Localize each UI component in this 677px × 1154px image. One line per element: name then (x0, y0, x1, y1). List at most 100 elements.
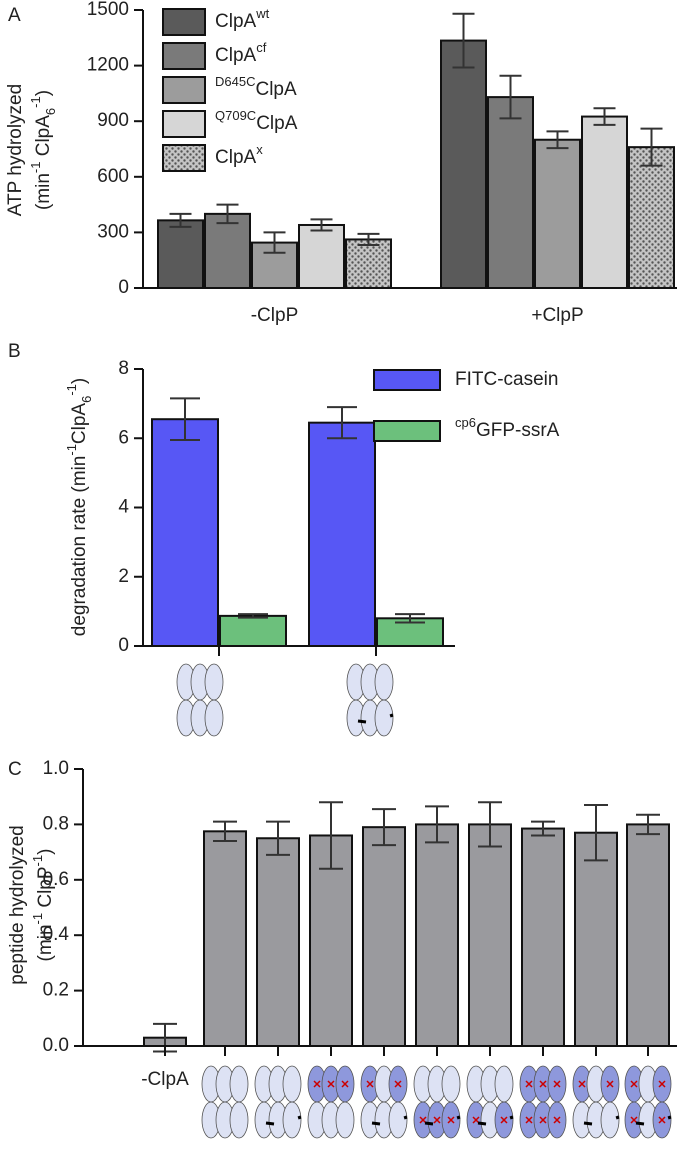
error-bar (170, 397, 200, 441)
peptide-mark (615, 1115, 620, 1120)
subunit (282, 1065, 302, 1103)
legend-label: ClpAwt (215, 6, 270, 32)
subunit (204, 699, 224, 737)
text-segment: ClpA (215, 45, 257, 66)
bar (628, 146, 675, 289)
y-tick-label: 600 (97, 166, 129, 187)
text-segment: ClpP (35, 866, 56, 912)
subunit (374, 699, 394, 737)
mark-x (630, 1080, 638, 1088)
error-bar (395, 613, 425, 624)
complex-icon (572, 1065, 620, 1139)
text-segment: wt (255, 6, 269, 21)
x-tick-label: +ClpP (531, 305, 583, 326)
error-bar (319, 801, 343, 870)
y-tick-label: 1500 (87, 0, 129, 20)
complex-icon (519, 1065, 567, 1139)
mark-x (366, 1080, 374, 1088)
bar (151, 418, 219, 647)
y-axis-label: ATP hydrolyzed (5, 84, 26, 216)
error-bar (531, 820, 555, 837)
y-tick-label: 900 (97, 110, 129, 131)
mark-x (313, 1080, 321, 1088)
x-tick-label: -ClpP (251, 305, 299, 326)
mark-x (606, 1080, 614, 1088)
error-bar (584, 804, 608, 862)
complex-icon (466, 1065, 514, 1139)
mark-x (578, 1080, 586, 1088)
error-bar (213, 820, 237, 843)
mark-x (500, 1116, 508, 1124)
error-bar (546, 130, 569, 150)
legend-swatch (162, 144, 206, 172)
text-segment: FITC-casein (455, 369, 558, 390)
text-segment: x (256, 142, 263, 157)
error-bar (216, 203, 239, 225)
bar (345, 238, 392, 290)
legend-swatch (162, 42, 206, 70)
peptide-mark (583, 1121, 593, 1126)
bar (362, 826, 406, 1047)
text-segment: -1 (64, 384, 79, 396)
legend-swatch (162, 76, 206, 104)
bar (415, 823, 459, 1048)
subunit (494, 1065, 514, 1103)
bar (256, 837, 300, 1047)
y-tick-label: 0 (118, 277, 129, 298)
subunit (282, 1101, 302, 1139)
mark-x (419, 1116, 427, 1124)
text-segment: ClpA (33, 115, 54, 162)
text-segment: ClpA (215, 147, 257, 168)
peptide-mark (297, 1115, 302, 1120)
text-segment: ClpA (69, 403, 90, 445)
subunit (600, 1101, 620, 1139)
complex-icon (346, 663, 394, 737)
bar (487, 96, 534, 289)
panel-label: A (8, 5, 21, 26)
text-segment: ) (69, 378, 90, 384)
error-bar (452, 12, 475, 69)
peptide-mark (477, 1121, 487, 1126)
y-tick-label: 1.0 (43, 758, 69, 779)
peptide-mark (456, 1115, 461, 1120)
y-tick-label: 0.0 (43, 1035, 69, 1056)
text-segment: 6 (79, 396, 94, 403)
y-tick-label: 2 (118, 566, 129, 587)
text-segment: Q709C (215, 108, 256, 123)
mark-x (525, 1080, 533, 1088)
bar (574, 831, 618, 1048)
subunit (441, 1065, 461, 1103)
text-segment: D645C (215, 74, 255, 89)
mark-x (447, 1116, 455, 1124)
y-tick-label: 0 (118, 635, 129, 656)
subunit (204, 663, 224, 701)
mark-x (553, 1080, 561, 1088)
panel-label: B (8, 341, 21, 362)
y-axis-label: peptide hydrolyzed (7, 825, 28, 985)
text-segment: ) (35, 849, 56, 855)
y-axis-label: (min-1 ClpP-1) (30, 849, 56, 962)
y-tick-label: 300 (97, 221, 129, 242)
subunit (388, 1101, 408, 1139)
y-tick-label: 0.4 (43, 924, 70, 945)
bar (626, 823, 670, 1048)
mark-x (433, 1116, 441, 1124)
legend-label: D645CClpA (215, 74, 297, 100)
bar (204, 212, 251, 289)
bar (157, 219, 204, 289)
complex-icon (254, 1065, 302, 1139)
error-bar (357, 232, 380, 247)
text-segment: (min (35, 924, 56, 961)
mark-x (539, 1116, 547, 1124)
y-axis-label: (min-1 ClpA6-1) (28, 90, 58, 210)
peptide-mark (371, 1121, 381, 1126)
y-axis-label: degradation rate (min-1ClpA6-1) (64, 378, 94, 636)
bar (440, 39, 487, 289)
y-tick-label: 8 (118, 358, 129, 379)
bar (219, 614, 287, 647)
bar (581, 115, 628, 289)
error-bar (169, 212, 192, 228)
y-tick-label: 6 (118, 427, 129, 448)
text-segment: cf (256, 40, 267, 55)
panel-label: C (8, 759, 22, 780)
